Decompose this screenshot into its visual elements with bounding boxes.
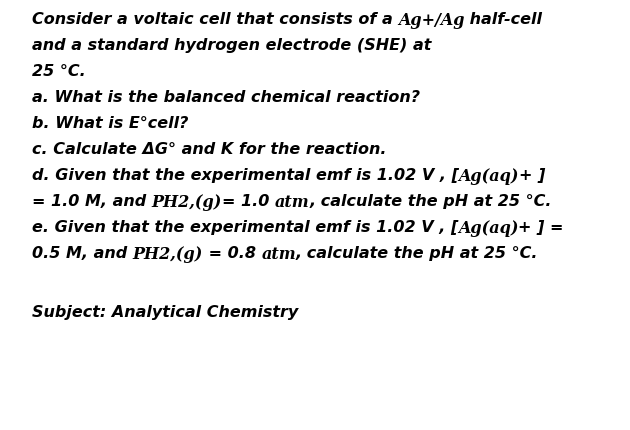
Text: , calculate the pH at 25 °C.: , calculate the pH at 25 °C. (296, 246, 539, 261)
Text: + ] =: + ] = (518, 219, 564, 234)
Text: and a standard hydrogen electrode (SHE) at: and a standard hydrogen electrode (SHE) … (32, 38, 431, 53)
Text: atm: atm (261, 246, 296, 262)
Text: = 0.8: = 0.8 (203, 246, 261, 261)
Text: b. What is E°cell?: b. What is E°cell? (32, 116, 188, 131)
Text: e. Given that the experimental emf is 1.02 V , [: e. Given that the experimental emf is 1.… (32, 219, 458, 234)
Text: 25 °C.: 25 °C. (32, 64, 85, 79)
Text: Consider a voltaic cell that consists of a: Consider a voltaic cell that consists of… (32, 12, 398, 27)
Text: c. Calculate ΔG° and K for the reaction.: c. Calculate ΔG° and K for the reaction. (32, 141, 386, 157)
Text: Ag(aq): Ag(aq) (458, 219, 518, 237)
Text: Ag(aq): Ag(aq) (459, 168, 519, 184)
Text: , calculate the pH at 25 °C.: , calculate the pH at 25 °C. (309, 194, 552, 209)
Text: a. What is the balanced chemical reaction?: a. What is the balanced chemical reactio… (32, 90, 420, 105)
Text: = 1.0 M, and: = 1.0 M, and (32, 194, 151, 209)
Text: Subject: Analytical Chemistry: Subject: Analytical Chemistry (32, 304, 298, 319)
Text: 0.5 M, and: 0.5 M, and (32, 246, 132, 261)
Text: PH2,(g): PH2,(g) (151, 194, 222, 211)
Text: Ag+/Ag: Ag+/Ag (398, 12, 464, 29)
Text: = 1.0: = 1.0 (222, 194, 275, 209)
Text: + ]: + ] (519, 168, 546, 183)
Text: half-cell: half-cell (464, 12, 542, 27)
Text: atm: atm (275, 194, 309, 211)
Text: PH2,(g): PH2,(g) (132, 246, 203, 262)
Text: d. Given that the experimental emf is 1.02 V , [: d. Given that the experimental emf is 1.… (32, 168, 459, 183)
